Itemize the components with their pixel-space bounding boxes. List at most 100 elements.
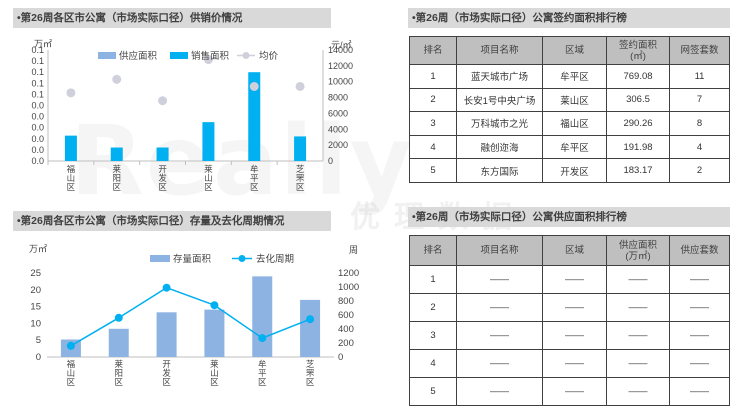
column-header: 排名 [409, 235, 457, 266]
table-cell: 莱山区 [542, 87, 607, 113]
table-cell: 11 [669, 64, 730, 89]
y-left-tick-label: 0.0 [31, 123, 44, 133]
table-header-row: 排名 项目名称 区域 签约面积 (㎡) 网签套数 [409, 36, 730, 65]
table-cell: 2 [409, 293, 457, 322]
table-cell: 东方国际 [456, 158, 543, 183]
x-tick-label: 牟平区 [250, 164, 259, 193]
table-cell: —— [456, 377, 543, 406]
y-left-tick-label: 0.1 [31, 67, 44, 77]
table-cell: 3 [409, 111, 457, 136]
stock-bar [108, 328, 129, 357]
legend-swatch-supply [98, 52, 116, 59]
legend-marker-price [242, 52, 250, 59]
table-row: 2 —— —— —— —— [409, 293, 730, 322]
price-point [158, 96, 168, 106]
column-header: 项目名称 [456, 36, 543, 65]
table-cell: 191.98 [606, 134, 670, 160]
x-tick-label: 芝罘区 [306, 359, 315, 388]
stock-bar [252, 276, 273, 357]
supply-chart-title: •第26周各区市公寓（市场实际口径）供销价情况 [13, 8, 331, 28]
table-row: 1 蓝天城市广场 牟平区 769.08 11 [409, 64, 730, 89]
y-right-axis-label: 周 [349, 245, 358, 255]
y-left-tick-label: 25 [30, 268, 41, 279]
y-left-tick-label: 0.0 [31, 145, 44, 155]
price-point [295, 81, 305, 91]
table-cell: 4 [669, 134, 730, 160]
table-cell: 牟平区 [542, 134, 607, 160]
table-cell: 5 [409, 158, 457, 183]
sales-bar [294, 136, 307, 161]
table-cell: —— [542, 265, 607, 294]
table-cell: 万科城市之光 [456, 111, 543, 136]
price-point [66, 88, 76, 98]
table-cell: 5 [409, 377, 457, 406]
stock-bar [204, 309, 225, 357]
column-header: 区域 [542, 36, 607, 65]
y-left-tick-label: 15 [30, 302, 41, 313]
y-left-tick-label: 0.1 [31, 45, 44, 55]
legend-label-supply: 供应面积 [119, 50, 158, 62]
x-tick-label: 莱阳区 [112, 164, 121, 193]
table-cell: 融创迩海 [456, 134, 543, 160]
legend-swatch-stock [150, 255, 170, 262]
cycle-point [66, 341, 75, 350]
cycle-point [306, 315, 315, 324]
cycle-point [162, 283, 171, 292]
signed-ranking-title: •第26周（市场实际口径）公寓签约面积排行榜 [408, 8, 730, 28]
table-cell: 306.5 [606, 87, 670, 113]
y-right-tick-label: 14000 [328, 45, 353, 55]
table-cell: —— [606, 265, 670, 294]
price-point [249, 81, 259, 91]
table-cell: 福山区 [542, 111, 607, 136]
table-cell: —— [456, 293, 543, 322]
x-tick-label: 莱山区 [204, 164, 213, 193]
table-cell: —— [669, 265, 730, 294]
legend-marker-cycle [238, 255, 246, 262]
y-right-tick-label: 400 [338, 324, 354, 335]
y-left-tick-label: 0.0 [31, 156, 44, 166]
table-cell: 开发区 [542, 158, 607, 183]
table-row: 3 —— —— —— —— [409, 321, 730, 350]
stock-bar [300, 299, 321, 357]
table-cell: 1 [409, 265, 457, 294]
table-cell: 牟平区 [542, 64, 607, 89]
table-cell: —— [542, 377, 607, 406]
table-cell: —— [606, 293, 670, 322]
legend-swatch-sales [170, 52, 188, 59]
table-row: 5 —— —— —— —— [409, 377, 730, 406]
table-cell: —— [606, 321, 670, 350]
x-tick-label: 莱山区 [210, 359, 219, 388]
table-cell: —— [669, 321, 730, 350]
y-right-tick-label: 2000 [328, 140, 348, 150]
table-cell: —— [542, 349, 607, 378]
column-header: 签约面积 (㎡) [606, 36, 670, 65]
y-left-tick-label: 5 [36, 335, 41, 346]
legend-label-sales: 销售面积 [191, 50, 230, 62]
table-cell: 769.08 [606, 64, 670, 89]
table-row: 4 融创迩海 牟平区 191.98 4 [409, 134, 730, 160]
y-right-tick-label: 1000 [338, 282, 359, 293]
column-header: 区域 [542, 235, 607, 266]
y-left-tick-label: 20 [30, 285, 41, 296]
legend-label-cycle: 去化周期 [256, 253, 294, 265]
y-right-axis-label: 元/㎡ [331, 40, 352, 50]
sales-bar [110, 147, 123, 161]
table-row: 3 万科城市之光 福山区 290.26 8 [409, 111, 730, 136]
table-cell: 4 [409, 349, 457, 378]
y-right-tick-label: 0 [328, 156, 333, 166]
stock-chart-title: •第26周各区市公寓（市场实际口径）存量及去化周期情况 [13, 211, 331, 231]
table-cell: 8 [669, 111, 730, 136]
table-header-row: 排名 项目名称 区域 供应面积 (万㎡) 供应套数 [409, 235, 730, 266]
y-right-tick-label: 10000 [328, 77, 353, 87]
table-cell: —— [542, 321, 607, 350]
table-row: 2 长安1号中央广场 莱山区 306.5 7 [409, 87, 730, 113]
table-row: 1 —— —— —— —— [409, 265, 730, 294]
x-tick-label: 福山区 [67, 359, 76, 388]
y-right-tick-label: 0 [338, 352, 343, 363]
cycle-line [70, 286, 311, 347]
y-right-tick-label: 1200 [338, 268, 359, 279]
y-left-tick-label: 0.1 [31, 78, 44, 88]
y-left-tick-label: 0.1 [31, 89, 44, 99]
table-cell: 4 [409, 134, 457, 160]
column-header: 供应面积 (万㎡) [606, 235, 670, 266]
